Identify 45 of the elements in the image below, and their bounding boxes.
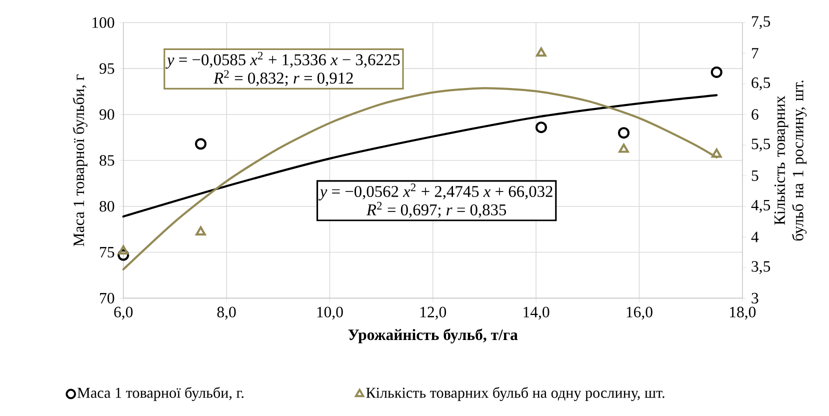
line-series bbox=[122, 86, 718, 270]
y2-tick-label: 4,5 bbox=[751, 200, 770, 213]
y2-tick-label: 4 bbox=[751, 232, 759, 242]
annotation: y = −0,0585 x$^{2}$ + 1,5336 x − 3,6225 bbox=[166, 52, 400, 69]
x-tick-label: 8,0 bbox=[217, 306, 236, 320]
point bbox=[118, 245, 128, 254]
point bbox=[194, 138, 207, 150]
y-tick-label: 95 bbox=[100, 63, 114, 74]
point bbox=[536, 47, 546, 57]
x-tick-label: 16,0 bbox=[626, 306, 652, 320]
line-series bbox=[122, 94, 718, 218]
x-tick-label: 10,0 bbox=[317, 306, 343, 320]
y-tick-label: 85 bbox=[100, 154, 114, 166]
legend-label: Маса 1 товарної бульби, г. bbox=[77, 386, 244, 401]
x-tick-label: 6,0 bbox=[114, 306, 133, 320]
annotation: R$^{2}$ = 0,697; r = 0,835 bbox=[366, 202, 506, 218]
point bbox=[535, 121, 547, 133]
y2-tick-label: 5,5 bbox=[752, 138, 770, 152]
point bbox=[618, 126, 630, 138]
point bbox=[710, 66, 722, 78]
y-tick-label: 80 bbox=[100, 200, 114, 212]
x-tick-label: 18,0 bbox=[730, 306, 756, 320]
y2-tick-label: 7 bbox=[752, 48, 758, 58]
annotation: y = −0,0562 x$^{2}$ + 2,4745 x + 66,032 bbox=[318, 183, 552, 200]
y2-tick-label: 6,5 bbox=[752, 77, 770, 90]
x-axis-title: Урожайність бульб, т/га bbox=[348, 328, 518, 344]
y-tick-label: 90 bbox=[100, 109, 114, 120]
y-tick-label: 75 bbox=[100, 246, 114, 258]
y2-axis-title: Кількість товарних бульб на 1 рослину, шт. bbox=[774, 80, 807, 240]
point bbox=[618, 143, 629, 153]
legend-label: Кількість товарних бульб на одну рослину, шт. bbox=[366, 386, 664, 401]
y-tick-label: 70 bbox=[100, 292, 114, 304]
y-axis-title: Маса 1 товарної бульби, г bbox=[72, 74, 88, 246]
x-tick-label: 12,0 bbox=[420, 306, 446, 320]
point bbox=[196, 226, 206, 236]
point bbox=[118, 249, 130, 261]
point bbox=[711, 148, 722, 158]
y2-tick-label: 7,5 bbox=[752, 16, 770, 29]
y2-tick-label: 3 bbox=[752, 292, 758, 304]
y-tick-label: 100 bbox=[92, 17, 114, 28]
y2-tick-label: 6 bbox=[752, 109, 758, 120]
y2-tick-label: 3,5 bbox=[752, 261, 770, 274]
x-tick-label: 14,0 bbox=[524, 306, 550, 320]
y2-tick-label: 5 bbox=[752, 170, 758, 181]
annotation: R$^{2}$ = 0,832; r = 0,912 bbox=[213, 70, 353, 86]
